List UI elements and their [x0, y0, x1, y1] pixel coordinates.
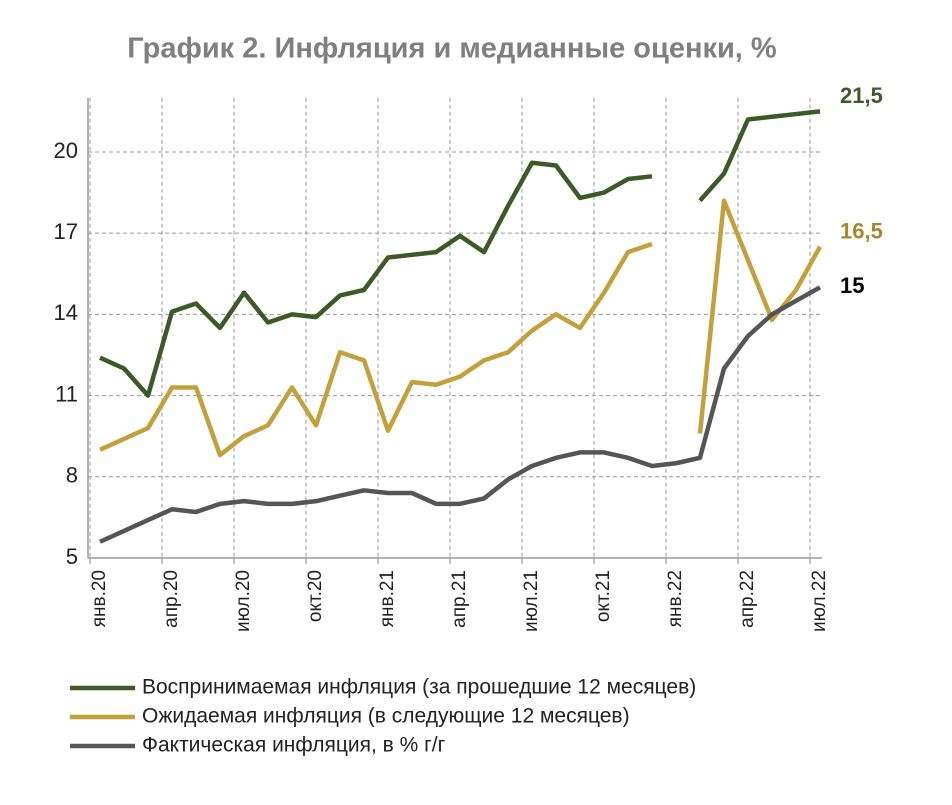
x-tick-label: июл.20: [233, 570, 254, 632]
series-line: [99, 109, 821, 398]
x-tick-label: янв.22: [665, 570, 686, 627]
x-tick-label: окт.20: [305, 570, 326, 622]
y-tick-label: 17: [54, 219, 78, 244]
value-label: 16,5: [840, 219, 883, 244]
x-tick-label: янв.20: [89, 570, 110, 627]
y-tick-label: 14: [54, 300, 78, 325]
x-tick-label: янв.21: [377, 570, 398, 627]
y-tick-label: 8: [66, 463, 78, 488]
y-tick-label: 20: [54, 138, 78, 163]
series-line: [99, 285, 822, 544]
chart-title: График 2. Инфляция и медианные оценки, %: [127, 33, 777, 65]
y-tick-label: 11: [55, 381, 78, 406]
x-tick-label: апр.22: [737, 570, 758, 628]
x-tick-label: апр.20: [161, 570, 182, 628]
legend-label: Воспринимаемая инфляция (за прошедшие 12…: [142, 676, 696, 699]
x-tick-label: июл.22: [809, 570, 830, 632]
legend-label: Фактическая инфляция, в % г/г: [142, 734, 446, 757]
legend-label: Ожидаемая инфляция (в следующие 12 месяц…: [142, 705, 630, 728]
value-label: 21,5: [840, 83, 883, 108]
series-line: [99, 198, 822, 458]
y-tick-label: 5: [66, 544, 78, 569]
x-tick-label: апр.21: [449, 570, 470, 628]
x-tick-label: окт.21: [593, 570, 614, 622]
value-label: 15: [840, 273, 864, 298]
x-tick-label: июл.21: [521, 570, 542, 632]
